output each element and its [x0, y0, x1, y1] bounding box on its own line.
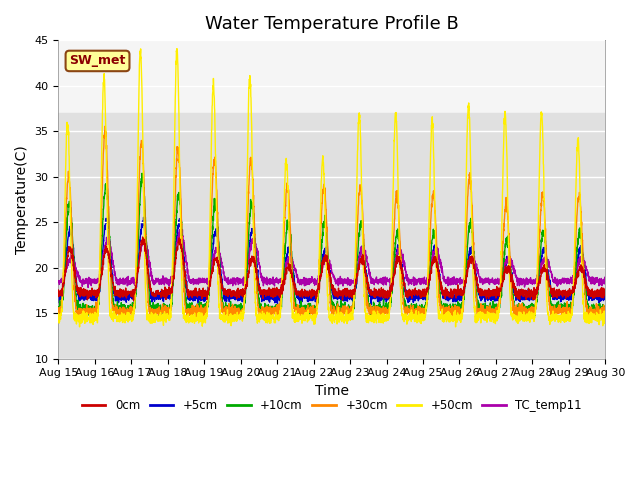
+10cm — [591, 306, 599, 312]
+30cm — [532, 302, 540, 308]
+5cm — [591, 291, 599, 297]
+30cm — [288, 264, 296, 270]
+10cm — [138, 170, 146, 176]
0cm — [130, 298, 138, 303]
TC_temp11 — [265, 277, 273, 283]
Bar — [58, 113, 605, 359]
0cm — [602, 287, 609, 293]
Line: +10cm: +10cm — [58, 173, 605, 319]
+30cm — [101, 123, 109, 129]
TC_temp11 — [602, 278, 609, 284]
+30cm — [264, 305, 272, 311]
+50cm — [591, 317, 599, 323]
+50cm — [173, 46, 180, 51]
0cm — [54, 287, 62, 293]
0cm — [532, 288, 540, 293]
Line: 0cm: 0cm — [58, 237, 605, 300]
+50cm — [76, 324, 83, 330]
Bar — [58, 40, 605, 113]
+30cm — [54, 311, 62, 316]
Y-axis label: Temperature(C): Temperature(C) — [15, 145, 29, 254]
0cm — [289, 271, 296, 276]
Text: SW_met: SW_met — [69, 54, 125, 68]
+5cm — [288, 265, 296, 271]
+10cm — [150, 308, 157, 314]
+5cm — [602, 292, 609, 298]
TC_temp11 — [54, 279, 62, 285]
TC_temp11 — [117, 280, 125, 286]
TC_temp11 — [532, 276, 540, 282]
+5cm — [150, 295, 157, 300]
0cm — [139, 234, 147, 240]
+10cm — [265, 303, 273, 309]
+10cm — [532, 301, 540, 307]
+5cm — [117, 297, 125, 302]
X-axis label: Time: Time — [315, 384, 349, 398]
+10cm — [117, 305, 125, 311]
+30cm — [150, 311, 157, 316]
TC_temp11 — [591, 279, 599, 285]
0cm — [591, 291, 599, 297]
Title: Water Temperature Profile B: Water Temperature Profile B — [205, 15, 459, 33]
+50cm — [150, 312, 157, 318]
+50cm — [117, 315, 125, 321]
TC_temp11 — [289, 260, 296, 265]
+50cm — [532, 303, 540, 309]
+10cm — [155, 316, 163, 322]
+5cm — [54, 290, 62, 296]
+5cm — [532, 292, 540, 298]
Line: +30cm: +30cm — [58, 126, 605, 321]
+5cm — [264, 295, 272, 300]
+5cm — [140, 215, 147, 220]
TC_temp11 — [177, 227, 184, 232]
TC_temp11 — [150, 278, 157, 284]
+30cm — [595, 318, 602, 324]
0cm — [150, 292, 157, 298]
+30cm — [591, 313, 598, 319]
Line: TC_temp11: TC_temp11 — [58, 229, 605, 288]
+50cm — [265, 319, 273, 324]
+30cm — [117, 309, 125, 314]
+50cm — [289, 309, 296, 314]
+10cm — [54, 304, 62, 310]
+10cm — [602, 304, 609, 310]
0cm — [117, 291, 125, 297]
Legend: 0cm, +5cm, +10cm, +30cm, +50cm, TC_temp11: 0cm, +5cm, +10cm, +30cm, +50cm, TC_temp1… — [77, 394, 587, 416]
+50cm — [602, 316, 609, 322]
+5cm — [367, 302, 375, 308]
+10cm — [289, 262, 296, 268]
+50cm — [54, 311, 62, 316]
Line: +5cm: +5cm — [58, 217, 605, 305]
TC_temp11 — [84, 285, 92, 290]
+30cm — [602, 312, 609, 317]
Line: +50cm: +50cm — [58, 48, 605, 327]
0cm — [265, 291, 273, 297]
